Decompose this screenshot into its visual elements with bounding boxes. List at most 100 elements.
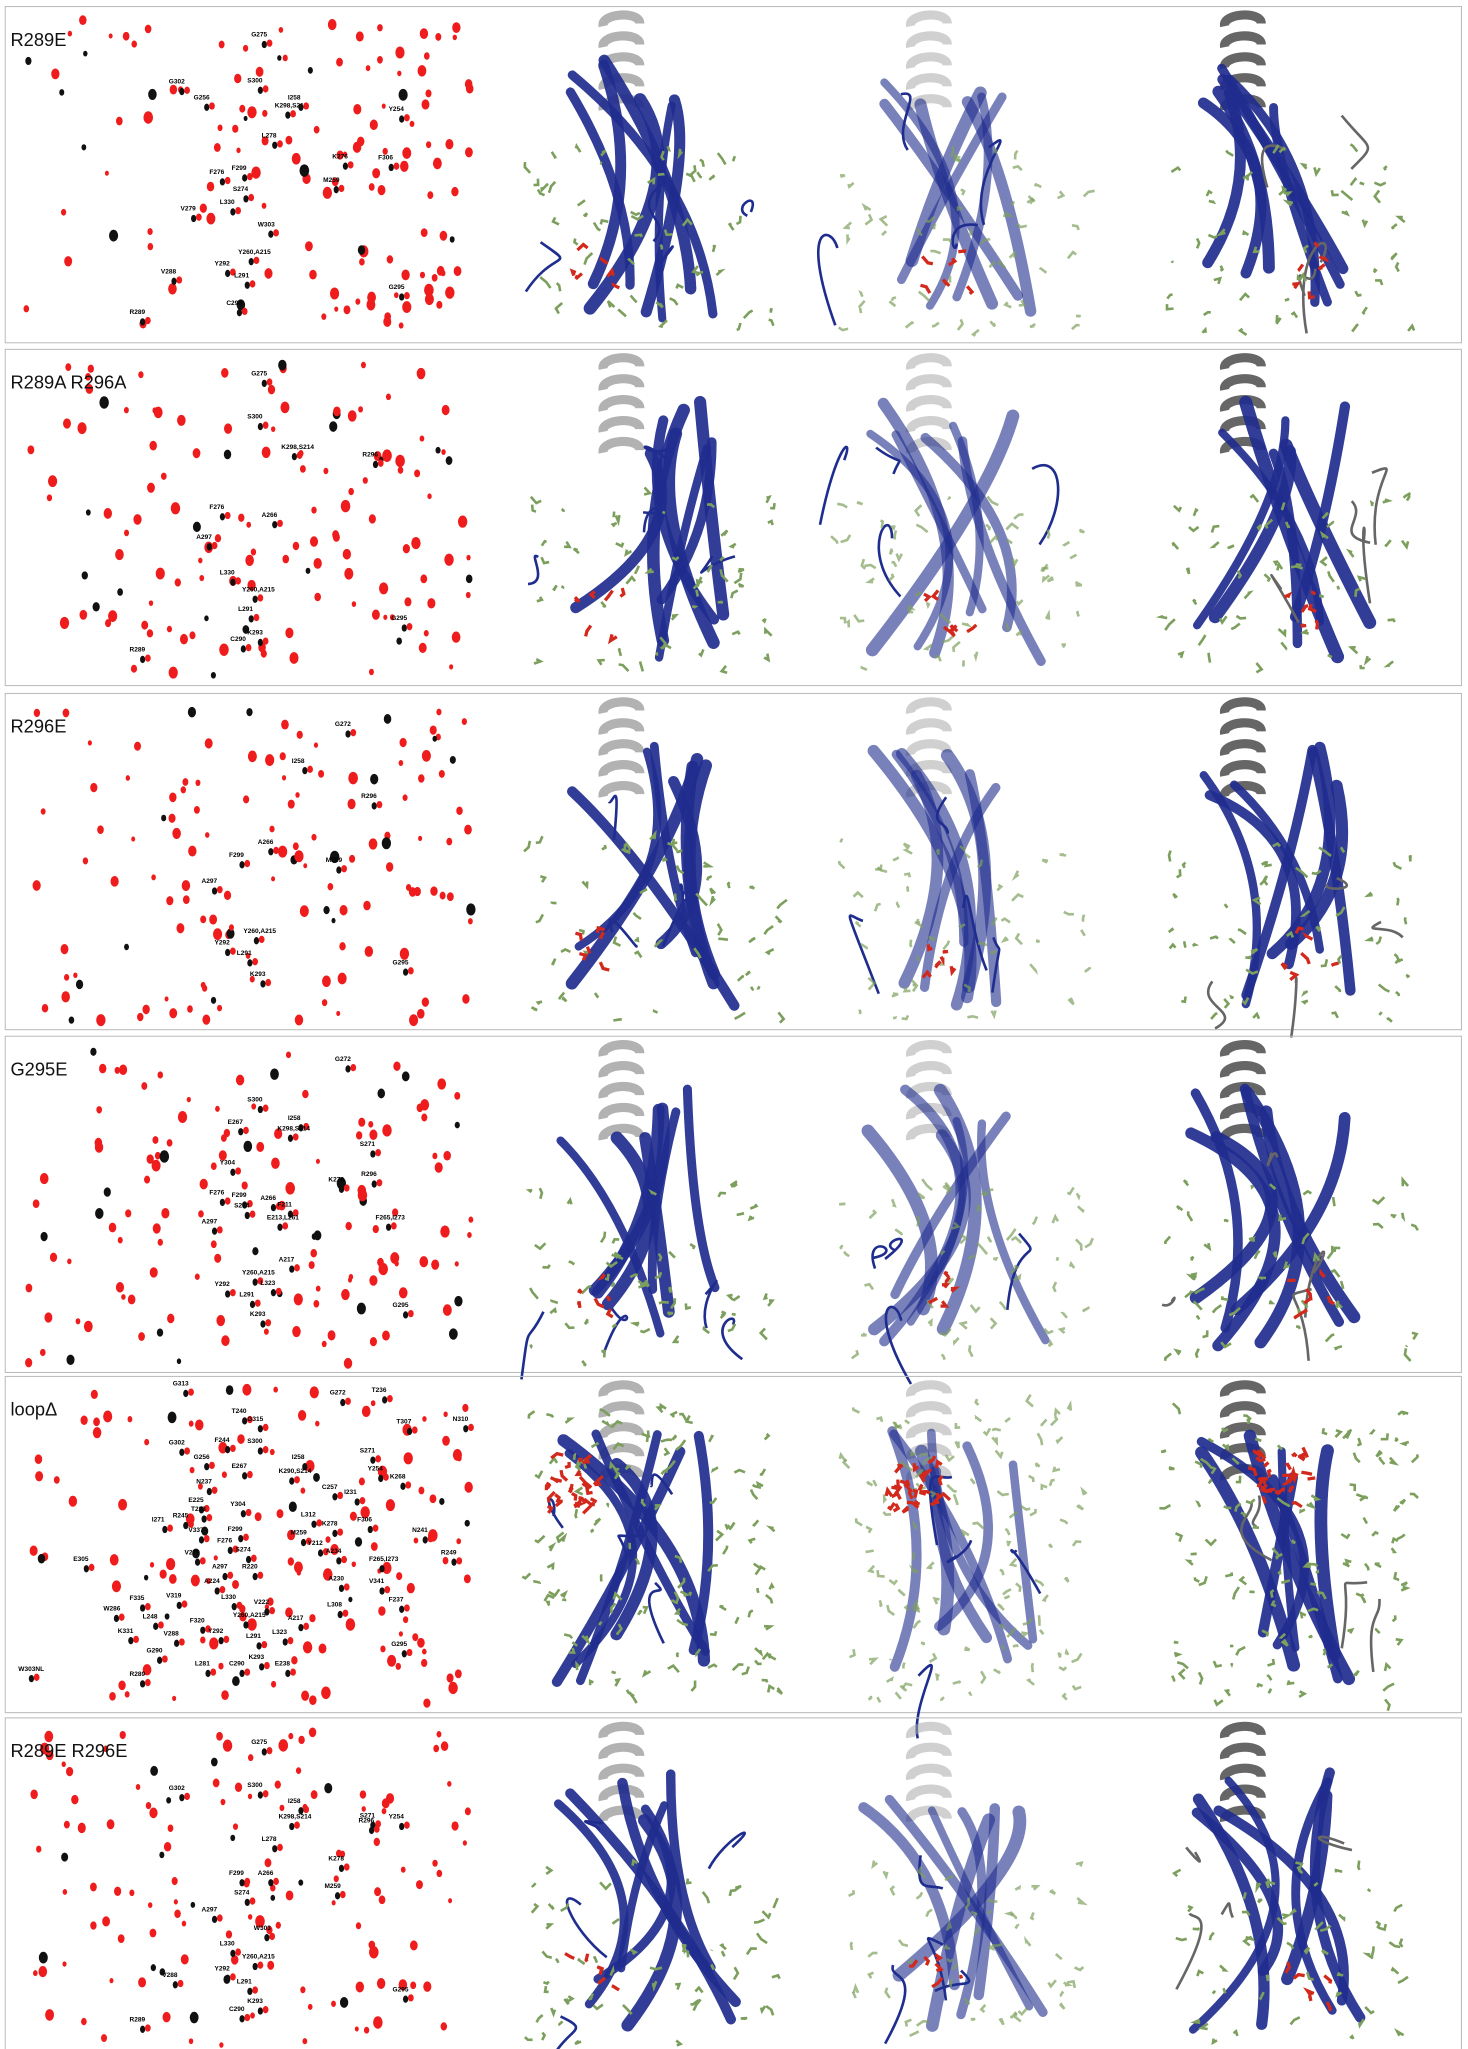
side-chain [1242, 230, 1250, 237]
nmr-peak [416, 1103, 424, 1113]
mutated-residue [546, 1490, 556, 1503]
nmr-peak-red [375, 1455, 381, 1463]
side-chain [952, 1680, 962, 1685]
nmr-peak-black [252, 595, 258, 603]
nmr-peak [431, 1259, 440, 1270]
nmr-peak-black [247, 1987, 253, 1996]
nmr-peak [134, 741, 141, 751]
side-chain [1164, 618, 1176, 631]
side-chain [925, 601, 931, 610]
side-chain [939, 1696, 945, 1701]
side-chain [1398, 1938, 1404, 1948]
mutated-residue [573, 596, 581, 604]
side-chain [1172, 504, 1183, 513]
nmr-peak [307, 67, 313, 74]
side-chain [766, 1684, 775, 1693]
side-chain [583, 1318, 589, 1325]
side-chain [1074, 1238, 1083, 1251]
side-chain [1029, 1912, 1035, 1921]
nmr-peak [296, 1569, 302, 1576]
peak-label: V337 [188, 1527, 204, 1534]
nmr-peak-black [230, 1168, 236, 1176]
side-chain [944, 1181, 953, 1195]
mutated-residue [1262, 1476, 1269, 1482]
nmr-peak [351, 601, 357, 607]
side-chain [1049, 1889, 1057, 1895]
side-chain [772, 1897, 779, 1909]
beta-strand [1190, 1088, 1243, 1333]
peak-label: M259 [323, 177, 340, 184]
side-chain [1408, 855, 1412, 862]
side-chain [549, 1306, 558, 1315]
side-chain [581, 880, 589, 890]
nmr-peak-black [368, 1826, 375, 1835]
side-chain [534, 1534, 546, 1544]
nmr-peak [234, 1782, 243, 1792]
side-chain [1167, 850, 1172, 862]
loop [584, 1820, 603, 1832]
mutated-residue [939, 955, 945, 967]
side-chain [917, 290, 931, 303]
side-chain [1271, 1547, 1280, 1557]
nmr-peak-red [176, 276, 183, 284]
nmr-peak [427, 598, 436, 609]
nmr-peak [53, 1476, 60, 1484]
side-chain [611, 1323, 618, 1329]
peak-label: K298,S214 [275, 102, 308, 109]
nmr-peak [387, 1654, 397, 1667]
side-chain [915, 2019, 930, 2027]
mutated-residue [598, 1966, 605, 1976]
nmr-peak [216, 1731, 223, 1741]
nmr-peak [349, 854, 356, 863]
nmr-peak-black [345, 730, 351, 738]
side-chain [749, 1203, 759, 1210]
nmr-peak-black [451, 1558, 457, 1566]
side-chain [904, 320, 915, 329]
nmr-peak [161, 1208, 170, 1219]
side-chain [1195, 237, 1201, 249]
nmr-peak [156, 1328, 164, 1337]
nmr-peak [299, 164, 310, 177]
beta-strand [919, 782, 1001, 992]
side-chain [909, 939, 913, 948]
side-chain [1256, 1276, 1266, 1281]
side-chain [1011, 558, 1019, 569]
side-chain [992, 147, 998, 154]
peak-label: L330 [220, 569, 235, 576]
nmr-peak [449, 236, 455, 243]
peak-label: A230 [328, 1576, 344, 1583]
nmr-peak-black [248, 258, 254, 266]
peak-label: Y254 [368, 1466, 384, 1473]
side-chain [986, 1188, 994, 1192]
side-chain [1300, 999, 1309, 1005]
nmr-peak [271, 1680, 277, 1688]
nmr-peak [117, 588, 123, 596]
side-chain [560, 507, 566, 513]
side-chain [1266, 1878, 1276, 1886]
peak-label: R296 [358, 1818, 374, 1825]
side-chain [1009, 2011, 1018, 2019]
peak-label: Y260,A215 [242, 1954, 275, 1961]
side-chain [1396, 1533, 1406, 1541]
panel-row: G272I258R296A266F299M259A297Y260,A215Y29… [4, 692, 1462, 1038]
side-chain [1395, 215, 1406, 224]
side-chain [681, 1943, 687, 1955]
peak-label: Y260,A215 [242, 1269, 275, 1276]
side-chain [715, 1529, 725, 1542]
side-chain [1242, 1936, 1252, 1947]
nmr-peak-red [245, 1508, 252, 1517]
peak-label: S300 [247, 414, 263, 421]
side-chain [949, 145, 955, 158]
nmr-peak-red [359, 1497, 366, 1505]
nmr-peak-black [242, 1417, 248, 1425]
side-chain [637, 1609, 643, 1616]
nmr-peak [445, 286, 455, 299]
side-chain [1203, 1242, 1212, 1252]
side-chain [991, 1942, 1003, 1947]
nmr-peak-red [383, 1473, 389, 1481]
nmr-peak [385, 1793, 395, 1804]
side-chain [1371, 1530, 1379, 1537]
nmr-peak [204, 738, 213, 749]
side-chain [991, 1436, 998, 1447]
nmr-peak [90, 1047, 97, 1056]
